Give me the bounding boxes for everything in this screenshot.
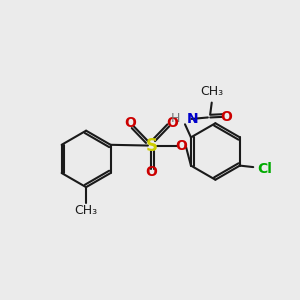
Text: O: O: [146, 165, 158, 179]
Text: O: O: [125, 116, 136, 130]
Text: N: N: [187, 112, 198, 126]
Text: H: H: [171, 112, 181, 125]
Text: S: S: [146, 136, 158, 154]
Text: O: O: [175, 139, 187, 152]
Text: CH₃: CH₃: [200, 85, 223, 98]
Text: CH₃: CH₃: [74, 204, 98, 217]
Text: Cl: Cl: [258, 162, 273, 176]
Text: O: O: [221, 110, 232, 124]
Text: O: O: [167, 116, 178, 130]
